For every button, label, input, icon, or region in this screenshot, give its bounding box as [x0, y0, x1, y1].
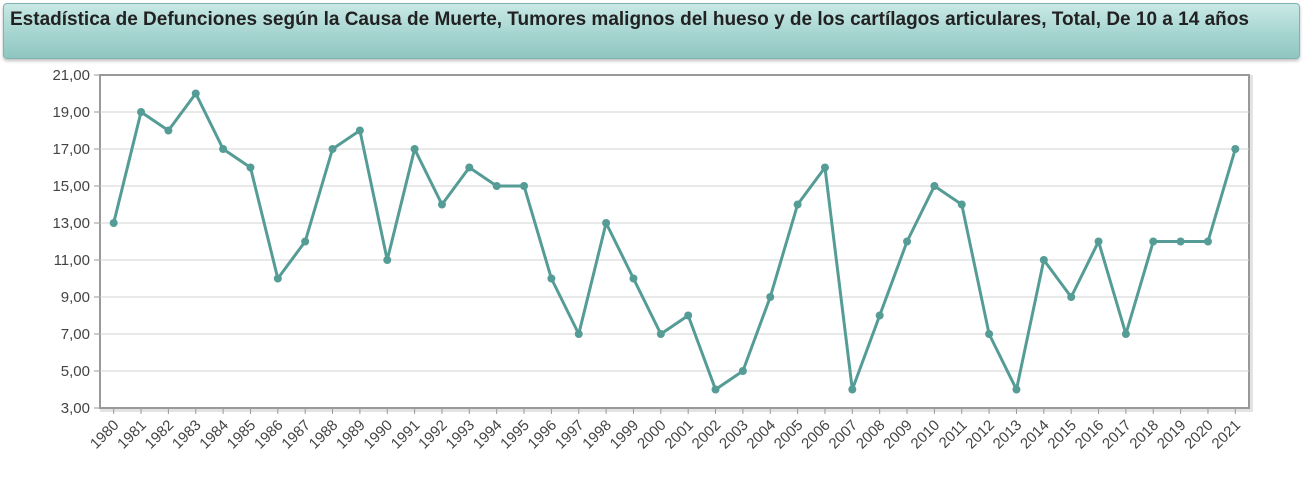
x-tick-label: 1983: [169, 417, 205, 453]
x-tick-label: 1999: [607, 417, 643, 453]
x-tick-label: 1988: [306, 417, 342, 453]
data-point: [1067, 293, 1076, 301]
x-tick-label: 2007: [826, 417, 862, 453]
data-point: [191, 89, 200, 98]
data-point: [629, 274, 638, 283]
data-point: [273, 274, 282, 283]
data-point: [1149, 237, 1158, 246]
y-tick-label: 17,00: [52, 141, 90, 158]
data-point: [520, 182, 529, 190]
x-tick-label: 2004: [743, 417, 779, 453]
data-point: [492, 182, 501, 190]
x-tick-label: 2019: [1154, 417, 1190, 453]
data-point: [820, 163, 829, 172]
data-point: [903, 237, 912, 246]
x-tick-label: 2011: [936, 417, 971, 452]
x-tick-label: 2003: [716, 417, 752, 453]
x-tick-label: 1992: [415, 417, 451, 453]
x-tick-label: 1991: [388, 417, 424, 453]
data-point: [465, 163, 474, 172]
data-point: [656, 330, 665, 338]
x-tick-label: 2009: [880, 417, 916, 453]
data-point: [437, 200, 446, 209]
x-tick-label: 1984: [196, 417, 232, 453]
data-point: [985, 330, 994, 338]
x-tick-label: 2001: [661, 417, 697, 453]
x-tick-label: 2015: [1044, 417, 1080, 453]
y-tick-label: 9,00: [61, 289, 90, 306]
y-tick-label: 5,00: [61, 363, 90, 380]
x-tick-label: 1997: [552, 417, 588, 453]
data-point: [328, 145, 337, 153]
x-tick-label: 1995: [497, 417, 533, 453]
y-tick-label: 11,00: [54, 252, 90, 269]
x-tick-label: 1986: [251, 417, 287, 453]
y-tick-label: 21,00: [52, 67, 90, 84]
x-tick-label: 2013: [990, 417, 1026, 453]
x-tick-label: 2005: [771, 417, 807, 453]
data-point: [1176, 237, 1185, 246]
data-point: [410, 145, 419, 153]
x-tick-label: 2020: [1181, 417, 1217, 453]
series-line: [112, 92, 1237, 391]
data-point: [301, 237, 310, 246]
x-tick-label: 1996: [525, 417, 561, 453]
data-point: [1094, 237, 1103, 246]
data-point: [1012, 385, 1021, 394]
x-tick-label: 2017: [1099, 417, 1135, 453]
y-tick-label: 3,00: [61, 400, 90, 417]
data-point: [711, 385, 720, 394]
x-tick-label: 1982: [142, 417, 178, 453]
x-tick-label: 2018: [1126, 417, 1162, 453]
data-point: [930, 182, 939, 190]
data-point: [109, 219, 118, 227]
y-tick-label: 19,00: [52, 104, 90, 121]
data-point: [684, 311, 693, 320]
x-tick-label: 1998: [579, 417, 615, 453]
x-tick-label: 1989: [333, 417, 369, 453]
data-point: [1121, 330, 1130, 338]
data-point: [1039, 256, 1048, 264]
x-tick-label: 2012: [962, 417, 998, 453]
plot-frame: [99, 74, 1250, 409]
data-point: [574, 330, 583, 338]
y-tick-label: 7,00: [61, 326, 90, 343]
data-point: [164, 126, 173, 135]
x-tick-label: 1981: [114, 417, 150, 453]
data-point: [383, 256, 392, 264]
chart-title-bar: Estadística de Defunciones según la Caus…: [3, 3, 1300, 59]
x-tick-label: 1987: [278, 417, 314, 453]
x-tick-label: 2000: [634, 417, 670, 453]
x-tick-label: 2006: [798, 417, 834, 453]
data-point: [766, 293, 775, 301]
x-tick-label: 2014: [1017, 417, 1053, 453]
data-point: [602, 219, 611, 227]
data-point: [547, 274, 556, 283]
x-tick-label: 1980: [87, 417, 123, 453]
x-tick-label: 2010: [908, 417, 944, 453]
x-tick-label: 1993: [443, 417, 479, 453]
y-tick-label: 13,00: [52, 215, 90, 232]
data-point: [848, 385, 857, 394]
chart-title: Estadística de Defunciones según la Caus…: [10, 9, 1249, 30]
x-tick-label: 1994: [470, 417, 506, 453]
x-tick-label: 1985: [224, 417, 260, 453]
data-point: [137, 108, 146, 116]
x-tick-label: 1990: [360, 417, 396, 453]
data-point: [1231, 145, 1240, 153]
data-point: [738, 367, 747, 375]
data-point: [793, 200, 802, 209]
data-point: [1203, 237, 1212, 246]
data-point: [875, 311, 884, 320]
data-point: [219, 145, 228, 153]
x-tick-label: 2021: [1209, 417, 1245, 453]
x-tick-label: 2016: [1072, 417, 1108, 453]
data-point: [355, 126, 364, 135]
y-tick-label: 15,00: [52, 178, 90, 195]
data-point: [246, 163, 255, 172]
x-tick-label: 2002: [689, 417, 725, 453]
x-tick-label: 2008: [853, 417, 889, 453]
data-point: [957, 200, 966, 209]
